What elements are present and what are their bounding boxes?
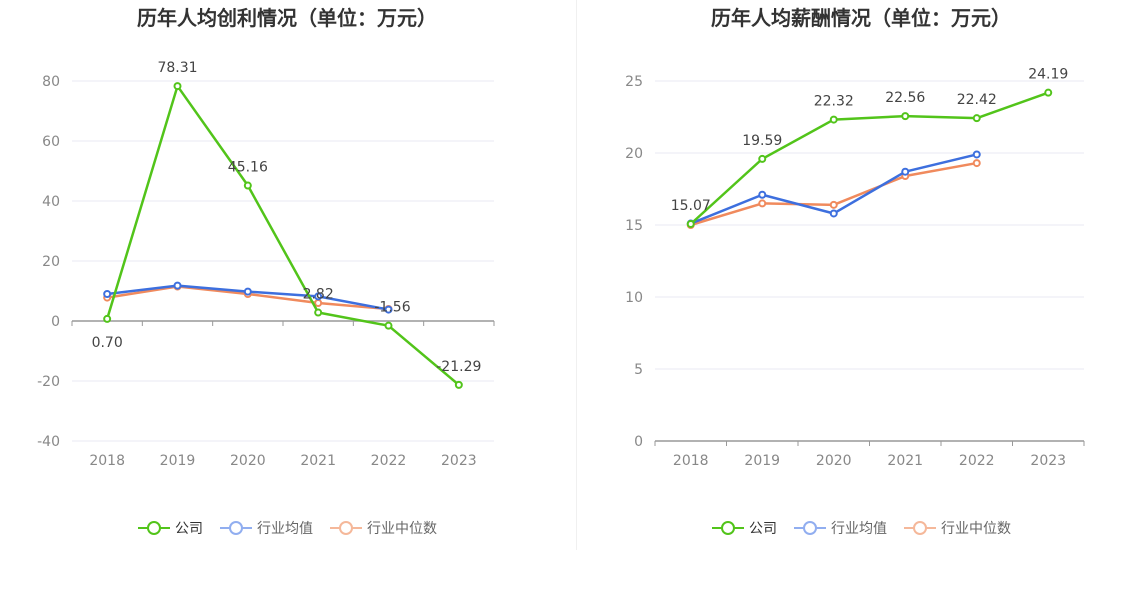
data-point-avg: [243, 287, 252, 296]
legend-company-icon: [138, 521, 170, 535]
x-tick-label: 2018: [673, 453, 709, 469]
legend-label-company: 公司: [749, 521, 777, 537]
legend-item-median[interactable]: 行业中位数: [903, 518, 1011, 538]
salary-chart-plot: 25 20 15 10 5 0 2018 2019 2020 2021 2022 2023 15.07 1…: [625, 67, 1085, 469]
profit-chart-plot: 80 60 40 20 0 -20 -40 2018 2019 2020 2021 2022 2023 0…: [37, 60, 495, 469]
x-tick-label: 2023: [441, 453, 477, 469]
series-line-company: [105, 84, 460, 386]
data-point-company: [758, 154, 767, 163]
data-point-avg: [829, 209, 838, 218]
data-point-company: [1044, 88, 1053, 97]
data-point-avg: [901, 167, 910, 176]
data-point-company: [901, 112, 910, 121]
legend-item-median[interactable]: 行业中位数: [329, 518, 437, 538]
x-tick-label: 2018: [89, 453, 125, 469]
data-point-company: [972, 114, 981, 123]
data-point-company: [384, 321, 393, 330]
data-point-median: [758, 199, 767, 208]
legend-item-company[interactable]: 公司: [711, 518, 777, 538]
x-tick-label: 2019: [160, 453, 196, 469]
data-label: 22.42: [957, 92, 997, 108]
data-label: 78.31: [157, 60, 197, 76]
legend-item-avg[interactable]: 行业均值: [793, 518, 887, 538]
data-label: 24.19: [1028, 67, 1068, 83]
y-tick-label: 15: [625, 218, 643, 234]
data-point-company: [829, 115, 838, 124]
data-point-company: [454, 380, 463, 389]
legend-avg-icon: [794, 521, 826, 535]
y-tick-label: 5: [634, 362, 643, 378]
y-tick-label: 10: [625, 290, 643, 306]
data-point-avg: [972, 150, 981, 159]
data-point-company: [243, 181, 252, 190]
data-point-median: [829, 200, 838, 209]
x-tick-label: 2020: [230, 453, 266, 469]
x-tick-label: 2021: [300, 453, 336, 469]
data-point-avg: [384, 305, 393, 314]
data-point-company: [103, 314, 112, 323]
legend-label-company: 公司: [175, 521, 203, 537]
legend-label-median: 行业中位数: [941, 521, 1011, 537]
data-label: 2.82: [303, 287, 334, 303]
legend-item-company[interactable]: 公司: [137, 518, 203, 538]
data-point-company: [314, 308, 323, 317]
series-line-company: [689, 91, 1049, 225]
x-tick-label: 2022: [371, 453, 407, 469]
data-label: 19.59: [742, 133, 782, 149]
salary-chart-panel: 历年人均薪酬情况（单位：万元） 25 20 15 10 5 0 2018 2019 2020 20…: [574, 0, 1148, 589]
x-tick-label: 2020: [816, 453, 852, 469]
data-point-avg: [103, 290, 112, 298]
x-tick-label: 2022: [959, 453, 995, 469]
chart-title: 历年人均薪酬情况（单位：万元）: [711, 6, 1011, 30]
legend-label-median: 行业中位数: [367, 521, 437, 537]
data-point-median: [972, 159, 981, 168]
data-label: -1.56: [374, 300, 410, 316]
data-label: -21.29: [436, 359, 481, 375]
x-tick-label: 2021: [887, 453, 923, 469]
data-point-company: [686, 219, 695, 228]
data-point-avg: [173, 281, 182, 290]
y-tick-label: 0: [634, 434, 643, 450]
data-label: 22.32: [814, 94, 854, 110]
panel-divider: [576, 0, 577, 550]
y-tick-label: 20: [625, 146, 643, 162]
data-label: 45.16: [228, 160, 268, 176]
x-tick-label: 2023: [1030, 453, 1066, 469]
legend-label-avg: 行业均值: [831, 521, 887, 537]
data-label: 22.56: [885, 90, 925, 106]
legend-median-icon: [330, 521, 362, 535]
legend-avg-icon: [220, 521, 252, 535]
y-tick-label: 40: [42, 194, 60, 210]
y-tick-label: 80: [42, 74, 60, 90]
y-tick-label: 0: [51, 314, 60, 330]
y-tick-label: 60: [42, 134, 60, 150]
chart-legend: 公司 行业均值 行业中位数: [0, 518, 574, 538]
legend-item-avg[interactable]: 行业均值: [219, 518, 313, 538]
legend-label-avg: 行业均值: [257, 521, 313, 537]
data-label: 0.70: [92, 335, 123, 351]
y-tick-label: 20: [42, 254, 60, 270]
y-tick-label: -20: [37, 374, 60, 390]
y-tick-label: 25: [625, 74, 643, 90]
data-point-avg: [758, 190, 767, 199]
x-tick-label: 2019: [744, 453, 780, 469]
legend-median-icon: [904, 521, 936, 535]
legend-company-icon: [712, 521, 744, 535]
chart-title: 历年人均创利情况（单位：万元）: [137, 6, 437, 30]
y-tick-label: -40: [37, 434, 60, 450]
data-point-company: [173, 82, 182, 91]
data-point-avg: [314, 292, 323, 301]
profit-chart-panel: 历年人均创利情况（单位：万元） 80 60 40 20 0 -20 -40 2018 2019 2…: [0, 6, 574, 538]
data-label: 15.07: [671, 198, 711, 214]
chart-legend: 公司 行业均值 行业中位数: [574, 518, 1148, 538]
